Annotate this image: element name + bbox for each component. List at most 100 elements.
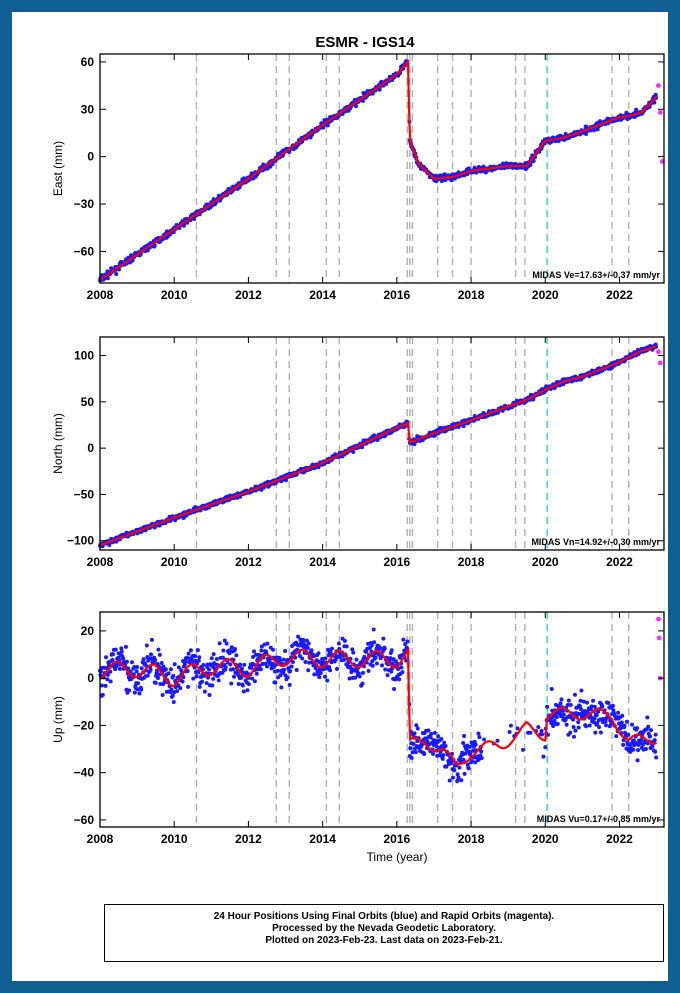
up-final-point [401,637,406,642]
up-final-point [200,679,205,684]
up-final-point [351,650,356,655]
up-final-point [141,657,146,662]
up-final-point [412,731,417,736]
up-final-point [145,673,150,678]
up-final-point [320,656,325,661]
up-final-point [180,679,185,684]
up-final-point [163,667,168,672]
up-final-point [220,655,225,660]
up-final-point [132,690,137,695]
up-final-point [100,692,105,697]
up-final-point [239,666,244,671]
up-final-point [290,659,295,664]
up-final-point [228,662,233,667]
up-final-point [603,719,608,724]
up-final-point [301,637,306,642]
up-final-point [231,667,236,672]
up-final-point [587,723,592,728]
up-final-point [188,648,193,653]
up-midas-annotation: MIDAS Vu=0.17+/-0.85 mm/yr [537,814,661,824]
up-final-point [426,728,431,733]
up-final-point [560,708,565,713]
up-final-point [222,638,227,643]
up-ytick-label: −60 [74,813,95,827]
up-final-point [528,730,533,735]
up-final-point [457,765,462,770]
north-ytick-label: 0 [87,441,94,455]
up-final-point [597,725,602,730]
up-final-point [578,698,583,703]
east-final-point [105,276,110,281]
up-final-point [419,743,424,748]
up-final-point [211,652,216,657]
up-final-point [479,756,484,761]
up-final-point [273,680,278,685]
north-xtick-label: 2022 [606,555,633,569]
up-final-point [653,732,658,737]
north-xtick-label: 2018 [458,555,485,569]
up-final-point [350,647,355,652]
up-final-point [136,681,141,686]
up-final-point [289,664,294,669]
up-final-point [264,664,269,669]
up-final-point [403,642,408,647]
up-final-point [353,675,358,680]
up-final-point [415,726,420,731]
up-final-point [294,668,299,673]
up-final-point [541,754,546,759]
up-final-point [178,686,183,691]
up-final-point [372,640,377,645]
up-final-point [191,676,196,681]
up-final-point [170,693,175,698]
up-final-point [169,687,174,692]
up-final-point [357,674,362,679]
up-final-point [408,746,413,751]
up-final-point [323,656,328,661]
north-final-point [461,424,466,429]
up-final-point [441,753,446,758]
up-final-point [232,674,237,679]
up-final-point [275,668,280,673]
up-final-point [311,654,316,659]
east-final-point [114,272,119,277]
up-final-point [258,667,263,672]
up-final-point [278,673,283,678]
up-final-point [382,646,387,651]
up-final-point [176,665,181,670]
up-final-point [589,704,594,709]
xlabel: Time (year) [367,850,428,864]
east-final-point [584,131,589,136]
up-final-point [624,719,629,724]
up-final-point [477,735,482,740]
north-final-orbit-points [98,342,659,549]
up-final-point [195,648,200,653]
up-final-point [221,648,226,653]
up-final-point [591,698,596,703]
up-final-point [179,668,184,673]
up-final-point [507,730,512,735]
up-final-point [549,686,554,691]
up-final-point [354,657,359,662]
up-final-point [646,724,651,729]
up-final-point [378,646,383,651]
up-final-point [342,638,347,643]
up-final-point [572,692,577,697]
north-rapid-point-1 [657,360,663,366]
up-final-point [174,689,179,694]
up-final-point [144,643,149,648]
up-final-point [592,716,597,721]
up-final-point [259,644,264,649]
up-final-point [186,684,191,689]
up-final-point [204,681,209,686]
north-final-point [283,478,288,483]
north-final-point [351,449,356,454]
up-final-point [571,717,576,722]
up-ytick-label: 0 [87,671,94,685]
up-final-point [595,721,600,726]
up-final-point [374,646,379,651]
up-final-point [300,656,305,661]
up-final-point [210,683,215,688]
up-final-point [373,655,378,660]
up-final-point [495,738,500,743]
east-ytick-label: −30 [74,197,95,211]
